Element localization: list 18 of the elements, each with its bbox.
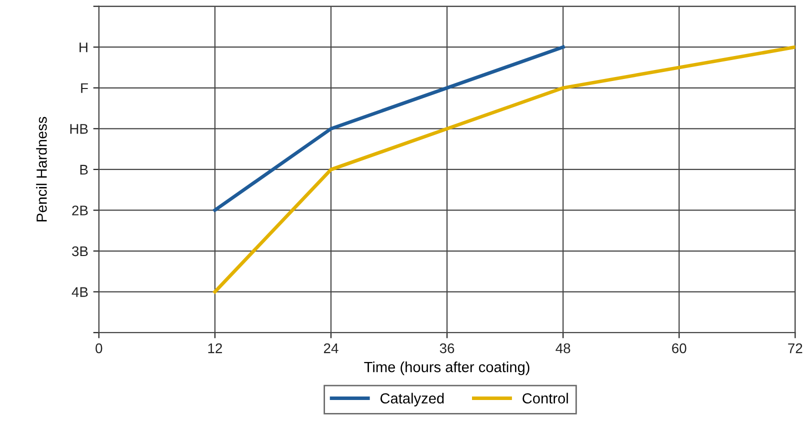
legend-label: Control bbox=[522, 392, 568, 404]
category-label: 2B bbox=[72, 206, 88, 216]
x-tick-label: 72 bbox=[788, 343, 802, 354]
category-label: 4B bbox=[72, 287, 88, 297]
x-axis-title: Time (hours after coating) bbox=[364, 362, 530, 376]
x-tick-label: 12 bbox=[208, 343, 222, 354]
x-tick-label: 48 bbox=[556, 343, 570, 354]
x-tick-label: 24 bbox=[324, 343, 338, 354]
category-label: 3B bbox=[72, 246, 88, 256]
category-label: HB bbox=[70, 124, 88, 134]
x-tick-label: 36 bbox=[440, 343, 454, 354]
category-label: F bbox=[81, 83, 88, 93]
category-label: B bbox=[80, 164, 88, 174]
y-axis-title: Pencil Hardness bbox=[36, 116, 47, 222]
category-label: H bbox=[80, 42, 88, 52]
x-tick-label: 60 bbox=[672, 343, 686, 354]
legend-label: Catalyzed bbox=[380, 392, 444, 406]
x-tick-label: 0 bbox=[96, 343, 102, 354]
